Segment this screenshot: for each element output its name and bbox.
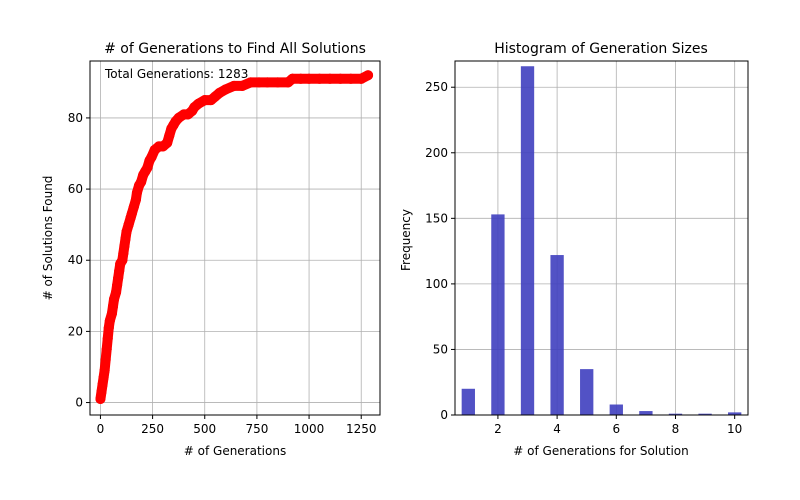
right-x-tick-label: 2 (494, 422, 502, 436)
histogram-bar (580, 369, 594, 415)
solution-point (324, 73, 335, 84)
left-grid (90, 61, 380, 415)
left-x-tick-label: 250 (141, 422, 164, 436)
solution-point (295, 73, 306, 84)
left-y-ticks: 0 20 40 60 80 (68, 111, 90, 410)
right-y-axis-label: Frequency (399, 209, 413, 271)
right-chart-title: Histogram of Generation Sizes (494, 41, 708, 57)
right-y-ticks: 0 50 100 150 200 250 (425, 80, 455, 422)
solution-point (304, 73, 315, 84)
right-x-tick-label: 10 (727, 422, 742, 436)
right-bars (461, 66, 742, 415)
right-y-tick-label: 200 (425, 146, 448, 160)
left-y-tick-label: 40 (68, 253, 83, 267)
left-y-axis-label: # of Solutions Found (41, 176, 55, 301)
right-axes-frame (454, 60, 749, 416)
solution-point (253, 77, 264, 88)
solution-point (101, 344, 112, 355)
right-x-tick-label: 4 (553, 422, 561, 436)
left-x-tick-label: 1250 (346, 422, 377, 436)
histogram-bar (728, 412, 742, 415)
solution-point (363, 70, 374, 81)
left-x-tick-label: 0 (97, 422, 105, 436)
solution-point (99, 365, 110, 376)
histogram-bar (491, 214, 505, 415)
solutions-scatter-chart: 0 250 500 750 1000 1250 0 20 40 60 80 # of Genera… (41, 41, 381, 458)
solution-point (245, 77, 256, 88)
solution-point (220, 84, 231, 95)
left-x-ticks: 0 250 500 750 1000 1250 (97, 415, 377, 436)
solution-point (228, 80, 239, 91)
solution-point (272, 77, 283, 88)
solution-point (100, 354, 111, 365)
right-y-tick-label: 250 (425, 80, 448, 94)
right-x-tick-label: 8 (672, 422, 680, 436)
left-x-tick-label: 750 (245, 422, 268, 436)
solution-point (262, 77, 273, 88)
right-x-axis-label: # of Generations for Solution (513, 444, 688, 458)
left-chart-title: # of Generations to Find All Solutions (104, 41, 366, 57)
solution-point (314, 73, 325, 84)
generation-histogram-chart: 2 4 6 8 10 0 50 100 150 200 250 Histogram of Gene… (399, 41, 749, 458)
solution-point (287, 73, 298, 84)
solution-point (237, 80, 248, 91)
histogram-bar (461, 388, 475, 415)
right-y-tick-label: 0 (440, 408, 448, 422)
left-y-tick-label: 80 (68, 111, 83, 125)
histogram-bar (698, 413, 712, 415)
left-x-tick-label: 1000 (294, 422, 325, 436)
histogram-bar (668, 413, 683, 415)
left-y-tick-label: 60 (68, 182, 83, 196)
right-y-tick-label: 150 (425, 211, 448, 225)
histogram-bar (550, 255, 564, 415)
left-y-tick-label: 0 (75, 396, 83, 410)
histogram-bar (639, 411, 653, 415)
left-y-tick-label: 20 (68, 324, 83, 338)
left-axes-frame (89, 60, 381, 416)
right-x-ticks: 2 4 6 8 10 (494, 415, 742, 436)
solution-point (335, 73, 346, 84)
right-x-tick-label: 6 (612, 422, 620, 436)
left-points (95, 70, 374, 404)
left-x-axis-label: # of Generations (184, 444, 286, 458)
histogram-bar (609, 404, 623, 415)
right-y-tick-label: 50 (433, 342, 448, 356)
total-generations-annotation: Total Generations: 1283 (104, 67, 248, 81)
left-x-tick-label: 500 (193, 422, 216, 436)
solution-point (102, 333, 113, 344)
histogram-bar (520, 66, 535, 415)
right-y-tick-label: 100 (425, 277, 448, 291)
solution-point (345, 73, 356, 84)
